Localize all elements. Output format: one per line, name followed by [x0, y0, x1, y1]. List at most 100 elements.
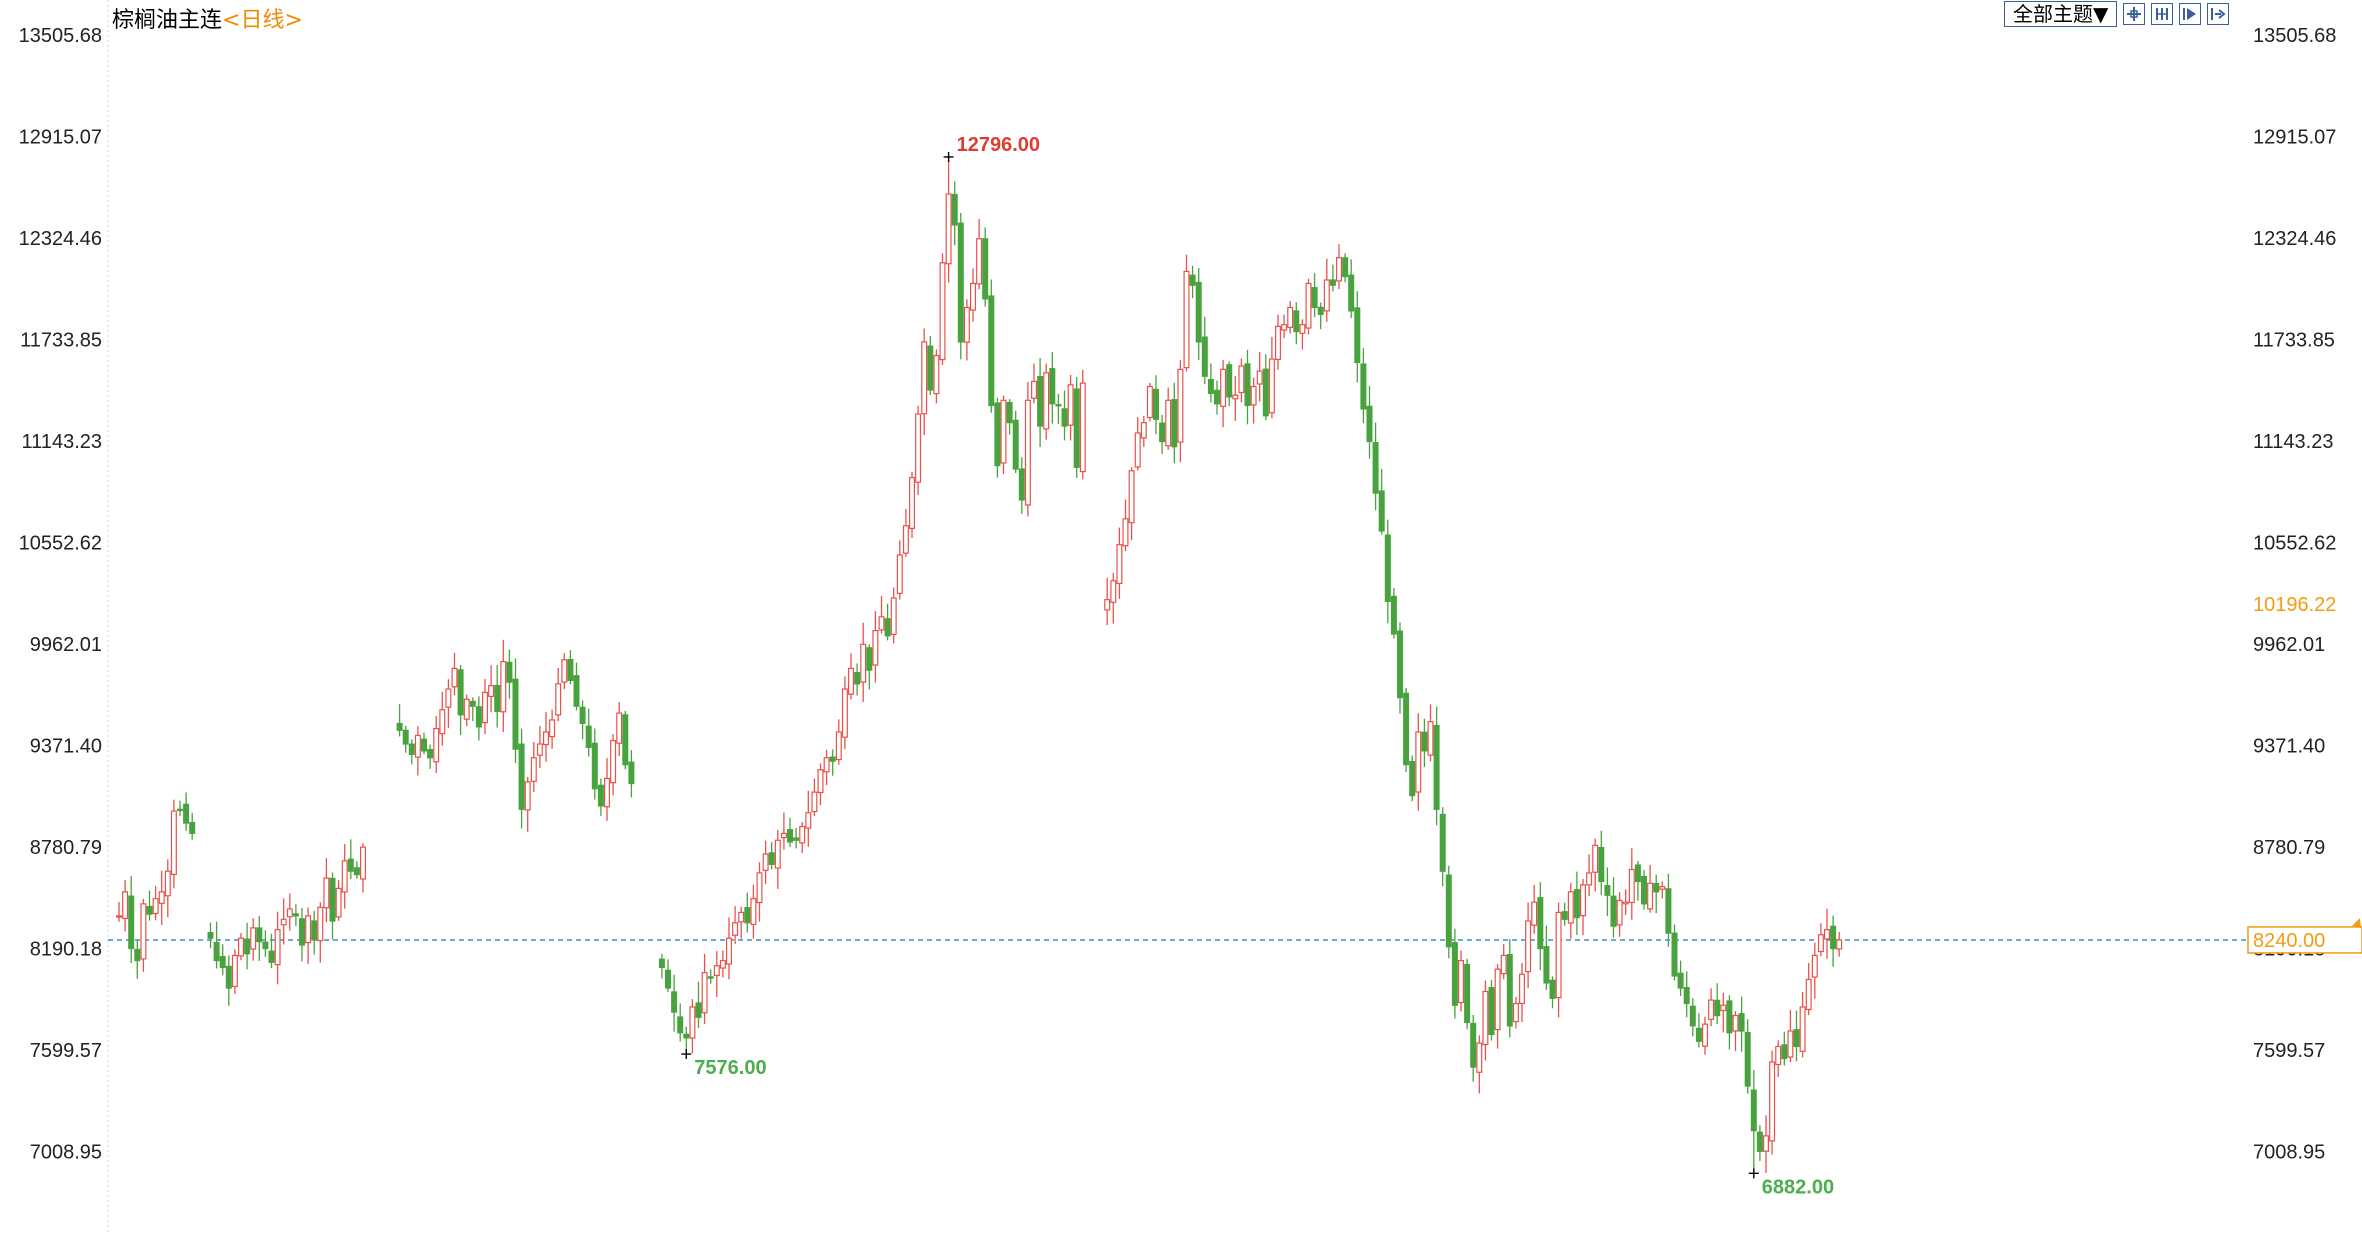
y-tick-label-left: 7008.95 [30, 1142, 102, 1164]
candle [256, 916, 263, 961]
candle [1561, 902, 1568, 926]
candle [1549, 976, 1556, 1009]
candle [1464, 958, 1471, 1030]
candle [1018, 457, 1025, 514]
y-tick-label-right: 8780.79 [2253, 837, 2325, 859]
candle [268, 933, 275, 969]
candle [530, 742, 537, 793]
candle [713, 951, 720, 998]
candle [1061, 390, 1068, 441]
candle [1152, 375, 1159, 435]
candle [250, 918, 257, 961]
candle [725, 917, 732, 980]
low-price-2-marker [1748, 1168, 1759, 1179]
candle [1055, 393, 1062, 424]
y-tick-label-right: 11733.85 [2253, 330, 2335, 352]
y-tick-label-left: 12324.46 [19, 228, 102, 250]
candle [360, 843, 367, 893]
candle [982, 227, 989, 307]
candle [658, 953, 665, 979]
candle [1287, 300, 1294, 334]
candle [115, 901, 122, 922]
candle [183, 792, 190, 831]
candle [786, 817, 793, 848]
candle [561, 653, 568, 690]
candle [451, 652, 458, 696]
candle [488, 665, 495, 713]
candle [1439, 807, 1446, 887]
candle [408, 739, 415, 765]
candle [1708, 988, 1715, 1027]
candle [1110, 572, 1117, 624]
candle [1305, 278, 1312, 335]
play-icon[interactable] [2179, 3, 2202, 25]
candle [1378, 469, 1385, 535]
candle [945, 156, 952, 283]
candle [1348, 259, 1355, 319]
candle [1616, 892, 1623, 937]
candle [677, 1003, 684, 1042]
theme-dropdown-button[interactable]: 全部主题▼ [2004, 1, 2118, 27]
period-next-arrow[interactable]: > [284, 8, 303, 33]
candle [280, 898, 287, 945]
interval-icon[interactable] [2151, 3, 2174, 25]
candle [1281, 314, 1288, 339]
candle [908, 471, 915, 538]
candle [238, 933, 245, 961]
candle [1183, 254, 1190, 372]
candle [1024, 382, 1031, 517]
candle [335, 879, 342, 921]
candle [1116, 527, 1123, 599]
candle [969, 268, 976, 322]
candle [457, 664, 464, 735]
candle [664, 959, 671, 993]
candle [1220, 360, 1227, 428]
candle [921, 328, 928, 435]
candle [299, 907, 306, 962]
candle [1695, 1013, 1702, 1048]
candle [610, 734, 617, 796]
candle [811, 778, 818, 817]
candle [1012, 410, 1019, 474]
crosshair-icon[interactable] [2123, 3, 2146, 25]
candle [1433, 706, 1440, 826]
candle [524, 776, 531, 832]
candle [829, 749, 836, 776]
candle [695, 981, 702, 1028]
candle [1323, 258, 1330, 322]
candle [189, 812, 196, 840]
candle [1769, 1050, 1776, 1155]
candle [1006, 399, 1013, 435]
period-label[interactable]: 日线 [240, 8, 285, 33]
candle [902, 508, 909, 557]
candle [1000, 395, 1007, 474]
candle [140, 898, 147, 972]
step-forward-icon[interactable] [2207, 3, 2230, 25]
candle [1256, 351, 1263, 402]
candle [597, 778, 604, 816]
candle [701, 953, 708, 1024]
candle [1823, 908, 1830, 959]
y-tick-label-right: 9371.40 [2253, 736, 2325, 758]
candle [1030, 363, 1037, 404]
candle [1592, 838, 1599, 892]
candle [866, 644, 873, 690]
candle [1372, 422, 1379, 511]
period-prev-arrow[interactable]: < [222, 8, 241, 33]
candle [963, 299, 970, 361]
candle [170, 799, 177, 889]
candle [1482, 980, 1489, 1061]
low-price-1-label: 7576.00 [694, 1057, 766, 1079]
candle [1171, 382, 1178, 464]
candle [573, 662, 580, 711]
y-tick-label-left: 11733.85 [20, 330, 102, 352]
candle [805, 790, 812, 847]
candle [1213, 380, 1220, 415]
candle [555, 667, 562, 722]
candle [1665, 873, 1672, 947]
candle [1714, 983, 1721, 1025]
candle [463, 694, 470, 727]
candle [1683, 971, 1690, 1018]
candle [1671, 924, 1678, 981]
